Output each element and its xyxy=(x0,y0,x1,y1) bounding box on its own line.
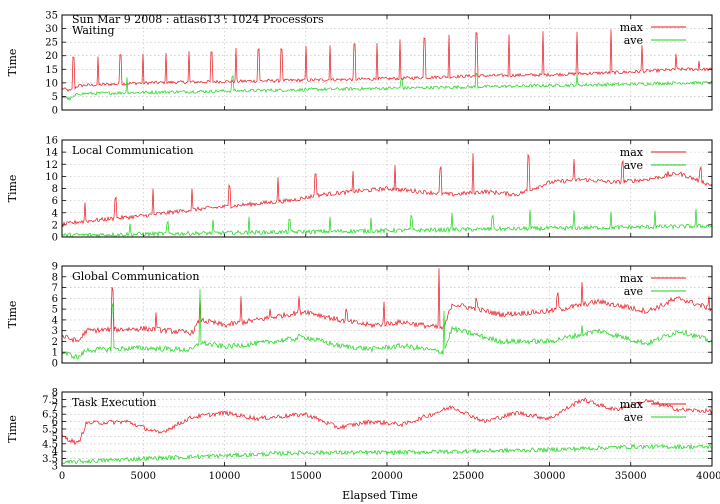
y-tick-label: 7.5 xyxy=(42,395,58,406)
y-tick-label: 1 xyxy=(52,348,58,359)
y-tick-label: 10 xyxy=(45,172,58,183)
y-axis-label: Time xyxy=(6,301,19,329)
x-tick-label: 10000 xyxy=(209,471,241,482)
y-tick-label: 4 xyxy=(52,208,58,219)
y-tick-label: 20 xyxy=(45,51,58,62)
y-tick-label: 0 xyxy=(52,233,58,244)
legend-label: ave xyxy=(624,34,643,47)
y-tick-label: 8 xyxy=(52,272,58,283)
y-tick-label: 5 xyxy=(52,92,58,103)
panels: 05101520253035WaitingTimemaxave024681012… xyxy=(6,11,720,483)
y-tick-label: 3 xyxy=(52,462,58,473)
x-tick-label: 40000 xyxy=(696,471,720,482)
legend-label: ave xyxy=(624,411,643,424)
y-tick-label: 5 xyxy=(52,432,58,443)
legend-label: ave xyxy=(624,159,643,172)
y-tick-label: 2 xyxy=(52,337,58,348)
series-line-max xyxy=(61,153,713,228)
y-tick-label: 4 xyxy=(52,447,58,458)
legend-label: max xyxy=(620,272,644,285)
y-tick-label: 4.5 xyxy=(42,439,58,450)
y-tick-label: 35 xyxy=(45,11,58,22)
y-tick-label: 4 xyxy=(52,315,58,326)
series-line-ave xyxy=(61,72,713,101)
y-tick-label: 7 xyxy=(52,402,58,413)
plot-frame xyxy=(61,265,713,364)
x-tick-label: 0 xyxy=(59,471,65,482)
y-tick-label: 16 xyxy=(45,136,58,147)
y-tick-label: 2 xyxy=(52,220,58,231)
x-tick-label: 25000 xyxy=(452,471,484,482)
y-tick-label: 25 xyxy=(45,38,58,49)
y-tick-label: 5.5 xyxy=(42,425,58,436)
series-line-ave xyxy=(61,289,713,360)
y-tick-label: 3 xyxy=(52,326,58,337)
x-axis-label: Elapsed Time xyxy=(342,489,418,502)
y-tick-label: 8 xyxy=(52,184,58,195)
y-axis-label: Time xyxy=(6,175,19,203)
y-tick-label: 9 xyxy=(52,262,58,273)
series-line-ave xyxy=(61,208,713,238)
panel-title: Local Communication xyxy=(72,144,194,157)
x-tick-label: 15000 xyxy=(290,471,322,482)
x-tick-label: 5000 xyxy=(131,471,156,482)
series-line-max xyxy=(61,268,713,343)
legend-label: max xyxy=(620,21,644,34)
y-tick-label: 6 xyxy=(52,196,58,207)
legend-label: max xyxy=(620,398,644,411)
panel-title: Task Execution xyxy=(72,396,156,409)
y-tick-label: 12 xyxy=(45,160,58,171)
y-tick-label: 6 xyxy=(52,294,58,305)
y-tick-label: 30 xyxy=(45,24,58,35)
y-tick-label: 0 xyxy=(52,106,58,117)
series-line-max xyxy=(61,29,712,93)
y-tick-label: 5 xyxy=(52,305,58,316)
y-tick-label: 14 xyxy=(45,148,58,159)
y-tick-label: 6 xyxy=(52,417,58,428)
y-tick-label: 10 xyxy=(45,78,58,89)
x-tick-label: 30000 xyxy=(534,471,566,482)
legend-label: ave xyxy=(624,285,643,298)
x-tick-label: 35000 xyxy=(615,471,647,482)
y-tick-label: 3.5 xyxy=(42,454,58,465)
plot-frame xyxy=(61,391,713,467)
legend-label: max xyxy=(620,146,644,159)
y-axis-label: Time xyxy=(6,49,19,77)
x-tick-label: 20000 xyxy=(371,471,403,482)
y-axis-label: Time xyxy=(6,415,19,443)
plot-frame xyxy=(61,139,713,238)
panel-4: 33.544.555.566.577.58 0 5000 10000 15000 2000… xyxy=(6,388,720,483)
figure-supertitle: Sun Mar 9 2008 : atlas613 : 1024 Process… xyxy=(72,13,324,26)
y-tick-label: 7 xyxy=(52,283,58,294)
panel-title: Global Communication xyxy=(72,270,200,283)
y-tick-label: 15 xyxy=(45,65,58,76)
y-tick-label: 6.5 xyxy=(42,410,58,421)
plot-frame xyxy=(61,14,713,111)
series-line-max xyxy=(61,397,713,446)
y-tick-label: 0 xyxy=(52,359,58,370)
y-tick-label: 8 xyxy=(52,388,58,399)
series-line-ave xyxy=(61,443,713,465)
panel-title: Waiting xyxy=(72,24,115,37)
